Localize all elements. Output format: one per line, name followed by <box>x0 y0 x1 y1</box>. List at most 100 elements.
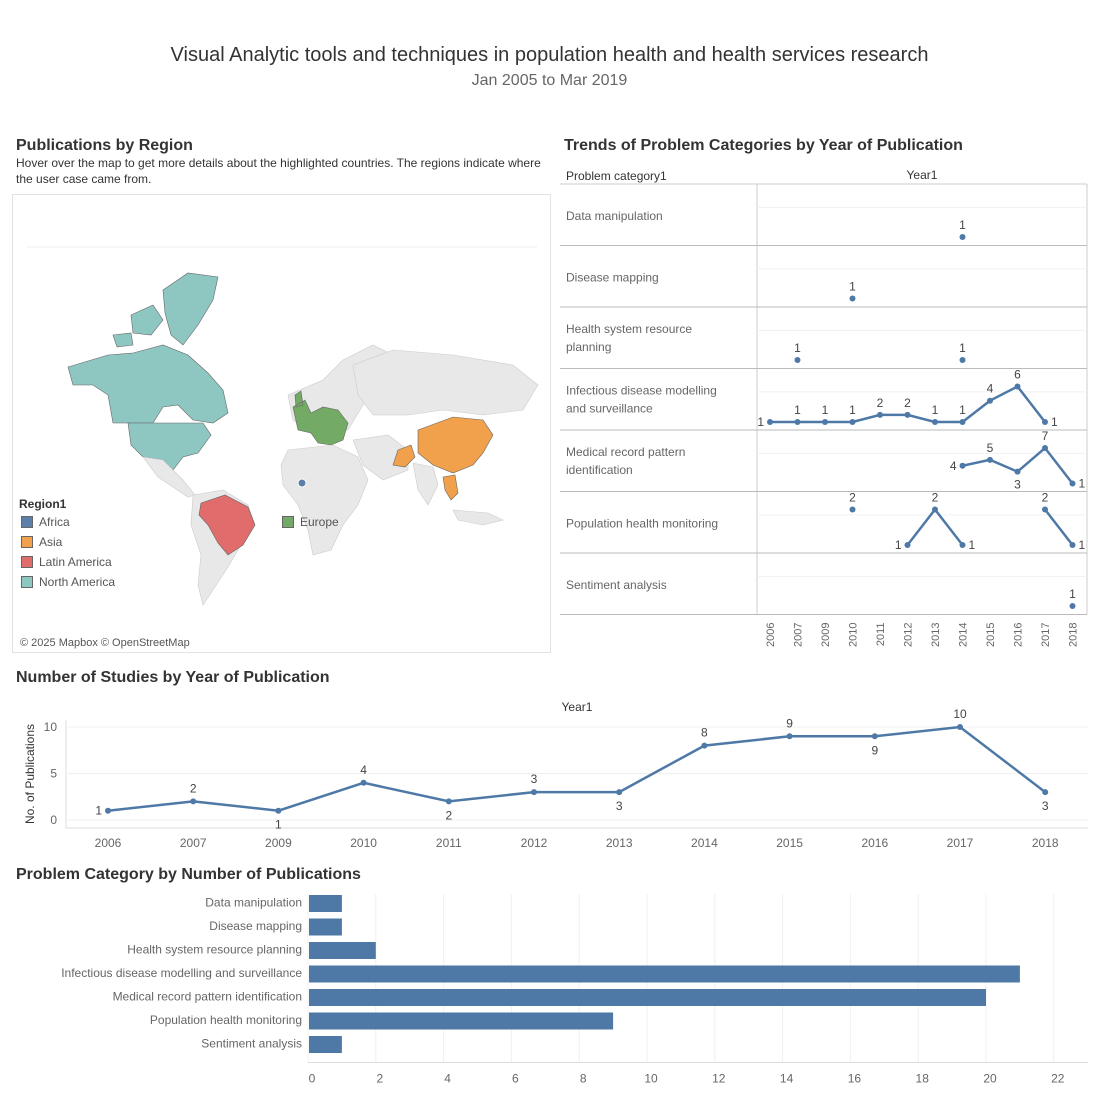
studies-xtick-2007: 2007 <box>180 836 207 850</box>
studies-point-2007[interactable] <box>190 798 197 805</box>
china-shape[interactable] <box>417 416 494 474</box>
problems-label-sentiment-analysis: Sentiment analysis <box>201 1037 302 1051</box>
legend-item-europe[interactable]: Europe <box>282 515 339 529</box>
studies-point-2017[interactable] <box>957 724 963 730</box>
studies-point-2013[interactable] <box>616 789 623 796</box>
trends-point-data-manipulation-2014[interactable] <box>959 234 966 240</box>
world-map-svg[interactable] <box>13 195 550 652</box>
trends-point-infectious-disease-modelling-and-surveillance-2010[interactable] <box>849 419 856 425</box>
trends-title: Trends of Problem Categories by Year of … <box>564 137 963 154</box>
trends-point-health-system-resource-planning-2014[interactable] <box>959 357 966 363</box>
studies-point-2014[interactable] <box>701 742 708 749</box>
usa-shape[interactable] <box>127 422 212 471</box>
thailand-shape[interactable] <box>442 474 459 501</box>
trends-label-infectious-disease-modelling-and-surveillance-2014: 1 <box>959 403 966 417</box>
studies-point-2015[interactable] <box>786 733 793 740</box>
problems-bar-data-manipulation[interactable] <box>309 895 342 912</box>
legend-item-latin-america[interactable]: Latin America <box>21 555 112 569</box>
trends-label-medical-record-pattern-identification-2015: 5 <box>987 441 994 455</box>
legend-label-africa: Africa <box>39 515 70 529</box>
trends-point-sentiment-analysis-2018[interactable] <box>1069 603 1076 609</box>
problems-bar-medical-record-pattern-identification[interactable] <box>309 989 986 1006</box>
trends-label-data-manipulation-2014: 1 <box>959 218 966 232</box>
trends-label-medical-record-pattern-identification-2018: 1 <box>1079 477 1086 491</box>
trends-point-infectious-disease-modelling-and-surveillance-2009[interactable] <box>822 419 828 425</box>
pakistan-shape[interactable] <box>392 444 416 468</box>
trends-point-infectious-disease-modelling-and-surveillance-2013[interactable] <box>932 419 938 425</box>
trends-point-infectious-disease-modelling-and-surveillance-2016[interactable] <box>1014 383 1021 390</box>
studies-xtick-2006: 2006 <box>95 836 122 850</box>
problems-bar-health-system-resource-planning[interactable] <box>309 942 376 959</box>
trends-row-label-disease-mapping: Disease mapping <box>566 271 659 285</box>
trends-point-population-health-monitoring-2012[interactable] <box>904 542 911 548</box>
trends-point-medical-record-pattern-identification-2018[interactable] <box>1069 480 1076 487</box>
trends-point-population-health-monitoring-2013[interactable] <box>932 506 938 513</box>
russia-shape <box>352 349 539 416</box>
trends-row-label-sentiment-analysis: Sentiment analysis <box>566 578 667 592</box>
studies-point-2009[interactable] <box>275 807 282 814</box>
trends-point-population-health-monitoring-2017[interactable] <box>1042 506 1048 513</box>
studies-chart[interactable]: Year1 No. of Publications 0 5 10 1 2006 2 2007 1 2… <box>0 690 1099 855</box>
trends-point-medical-record-pattern-identification-2014[interactable] <box>959 462 966 469</box>
problems-chart[interactable]: 0 2 4 6 8 10 12 14 16 18 20 22 Data manipulation Dise… <box>0 890 1099 1090</box>
studies-point-2010[interactable] <box>360 779 367 786</box>
trends-row-label-infectious-disease-modelling-and-surveillance: Infectious disease modelling and surveill… <box>566 384 717 416</box>
africa-shape <box>280 444 369 556</box>
trends-point-infectious-disease-modelling-and-surveillance-2007[interactable] <box>794 419 801 425</box>
studies-col-header: Year1 <box>562 700 593 714</box>
trends-point-medical-record-pattern-identification-2015[interactable] <box>987 456 993 463</box>
studies-ylabel: No. of Publications <box>23 724 37 824</box>
studies-point-2011[interactable] <box>445 798 452 805</box>
trends-point-health-system-resource-planning-2007[interactable] <box>794 357 801 363</box>
trends-point-population-health-monitoring-2014[interactable] <box>959 542 966 548</box>
legend-item-asia[interactable]: Asia <box>21 535 62 549</box>
trends-point-medical-record-pattern-identification-2017[interactable] <box>1042 445 1048 451</box>
studies-xtick-2017: 2017 <box>947 836 974 850</box>
studies-point-2016[interactable] <box>871 733 878 740</box>
arctic-islands-shape <box>112 304 164 348</box>
india-shape <box>412 462 439 506</box>
trends-point-population-health-monitoring-2018[interactable] <box>1069 542 1076 548</box>
trends-row-label-medical-record-pattern-identification: Medical record pattern identification <box>566 445 685 477</box>
trends-point-infectious-disease-modelling-and-surveillance-2017[interactable] <box>1042 419 1048 425</box>
trends-point-infectious-disease-modelling-and-surveillance-2012[interactable] <box>904 411 911 418</box>
trends-point-infectious-disease-modelling-and-surveillance-2014[interactable] <box>959 419 966 425</box>
trends-point-infectious-disease-modelling-and-surveillance-2011[interactable] <box>877 411 883 418</box>
problems-bar-population-health-monitoring[interactable] <box>309 1012 614 1030</box>
studies-ytick-5: 5 <box>50 767 57 781</box>
trends-tick-2009: 2009 <box>820 623 832 647</box>
studies-xtick-2015: 2015 <box>776 836 803 850</box>
trends-label-sentiment-analysis-2018: 1 <box>1069 587 1076 601</box>
legend-item-africa[interactable]: Africa <box>21 515 70 529</box>
trends-tick-2017: 2017 <box>1040 623 1052 647</box>
problems-label-medical-record-pattern-identification: Medical record pattern identification <box>113 990 302 1004</box>
dashboard-subtitle: Jan 2005 to Mar 2019 <box>471 72 628 89</box>
middle-east-shape <box>352 434 409 481</box>
brazil-shape[interactable] <box>198 494 256 556</box>
problems-bar-infectious-disease-modelling-and-surveillance[interactable] <box>309 965 1020 983</box>
problems-bar-sentiment-analysis[interactable] <box>309 1036 342 1053</box>
problems-bar-disease-mapping[interactable] <box>309 918 342 936</box>
studies-point-2012[interactable] <box>531 789 537 796</box>
legend-title: Region1 <box>19 497 67 511</box>
region-map[interactable]: Region1 Africa Asia Latin America North … <box>12 194 551 653</box>
trends-point-infectious-disease-modelling-and-surveillance-2015[interactable] <box>987 397 993 404</box>
trends-point-infectious-disease-modelling-and-surveillance-2006[interactable] <box>767 419 773 425</box>
trends-label-disease-mapping-2010: 1 <box>849 280 856 294</box>
problems-label-data-manipulation: Data manipulation <box>205 896 302 910</box>
trends-chart[interactable]: Problem category1 Year1 Data manipulation 1… <box>560 160 1090 655</box>
europe-shape[interactable] <box>292 390 349 446</box>
studies-point-2006[interactable] <box>105 807 111 814</box>
trends-label-population-health-monitoring-2010: 2 <box>849 491 856 505</box>
trends-point-population-health-monitoring-2010[interactable] <box>849 506 856 513</box>
africa-marker[interactable] <box>297 478 307 488</box>
legend-item-north-america[interactable]: North America <box>21 575 115 589</box>
trends-label-infectious-disease-modelling-and-surveillance-2017: 1 <box>1051 415 1058 429</box>
studies-point-2018[interactable] <box>1042 789 1049 796</box>
trends-tick-2016: 2016 <box>1013 623 1025 647</box>
studies-xtick-2012: 2012 <box>521 836 548 850</box>
trends-point-disease-mapping-2010[interactable] <box>849 295 856 302</box>
studies-xtick-2013: 2013 <box>606 836 633 850</box>
north-america-shape[interactable] <box>67 344 229 424</box>
trends-point-medical-record-pattern-identification-2016[interactable] <box>1014 468 1021 475</box>
